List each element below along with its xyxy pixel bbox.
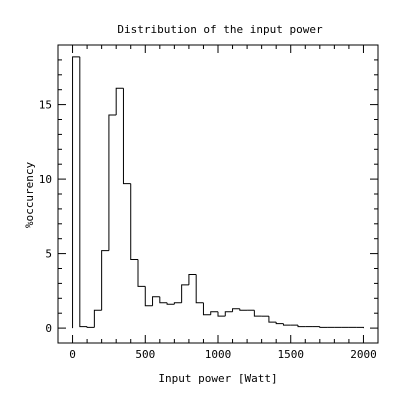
histogram-bar <box>210 311 218 315</box>
x-tick-label: 500 <box>135 348 155 361</box>
histogram-bar <box>115 87 124 116</box>
chart-title: Distribution of the input power <box>117 23 323 36</box>
histogram-bar <box>86 326 95 328</box>
histogram-bar <box>319 326 328 328</box>
histogram-bar <box>217 311 226 317</box>
histogram-bar <box>275 322 284 325</box>
histogram-bar <box>356 326 364 329</box>
histogram-bar <box>130 183 138 261</box>
y-tick-label: 0 <box>45 322 52 335</box>
plot-frame <box>57 44 379 344</box>
y-tick-label: 10 <box>39 173 52 186</box>
x-tick-label: 2000 <box>350 348 377 361</box>
histogram-bars <box>72 56 364 329</box>
histogram-bar <box>297 325 306 328</box>
histogram-bar <box>268 316 277 323</box>
histogram-bar <box>72 56 80 329</box>
y-tick-label: 5 <box>45 248 52 261</box>
y-axis-label: %occurency <box>23 162 36 229</box>
y-tick-label: 15 <box>39 99 52 112</box>
histogram-bar <box>79 56 88 328</box>
axis-ticks <box>58 44 378 344</box>
histogram-bar <box>108 114 117 251</box>
histogram-bar <box>282 323 291 326</box>
y-tick-labels: 0 5 10 15 <box>39 99 52 336</box>
x-tick-label: 1000 <box>205 348 232 361</box>
histogram-bar <box>101 250 109 311</box>
histogram-bar <box>166 302 175 305</box>
histogram-bar <box>188 273 197 285</box>
histogram-bar <box>173 302 182 305</box>
x-tick-label: 1500 <box>277 348 304 361</box>
histogram-bar <box>239 308 248 311</box>
histogram-bar <box>159 296 168 304</box>
histogram-bar <box>181 284 189 303</box>
histogram-bar <box>137 259 146 287</box>
histogram-bar <box>195 274 204 304</box>
histogram-bar <box>253 310 262 317</box>
x-axis-label: Input power [Watt] <box>158 372 277 385</box>
histogram-bar <box>93 309 102 328</box>
histogram-bar <box>152 296 160 306</box>
histogram-bar <box>122 88 131 185</box>
histogram-bar <box>224 311 233 317</box>
histogram-bar <box>202 302 211 316</box>
x-tick-labels: 0 500 1000 1500 2000 <box>69 348 376 361</box>
x-tick-label: 0 <box>69 348 76 361</box>
histogram-bar <box>232 308 240 312</box>
histogram-bar <box>144 286 153 307</box>
